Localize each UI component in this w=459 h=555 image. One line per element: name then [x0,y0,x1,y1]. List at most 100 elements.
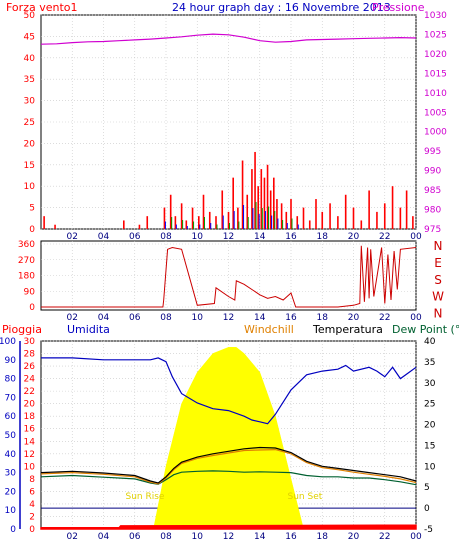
sunrise-annotation: Sun Rise [126,492,165,502]
rain-y-tick-3: 6 [29,487,35,497]
x-tick-label-1-3: 08 [160,313,172,323]
wind-y-tick-0: 0 [29,225,35,235]
pressure-y-tick-3: 990 [424,167,441,177]
wind-direction-line [41,245,417,308]
rain-y-tick-4: 8 [29,475,35,485]
dir-y-tick-1: 90 [24,287,36,297]
x-tick-label-1-2: 06 [129,313,141,323]
wind-y-tick-6: 30 [24,97,36,107]
x-tick-label-1-7: 16 [285,313,297,323]
pressure-y-tick-4: 995 [424,147,441,157]
temp-y-tick-5: 20 [424,421,436,431]
x-tick-label-2-8: 18 [317,532,329,542]
rain-y-tick-2: 4 [29,500,35,510]
wind-y-tick-4: 20 [24,139,36,149]
rain-y-tick-0: 0 [29,525,35,535]
series-layer [40,33,417,486]
x-tick-label-1-4: 10 [192,313,204,323]
x-tick-label-0-10: 22 [379,232,390,242]
x-tick-label-1-8: 18 [317,313,329,323]
wind-y-tick-3: 15 [24,161,35,171]
humidity-y-tick-5: 50 [5,431,17,441]
humidity-y-tick-8: 80 [5,375,17,385]
legend-humidity: Umidita [67,323,110,336]
humidity-y-tick-7: 70 [5,393,17,403]
legend-rain: Pioggia [2,323,42,336]
dir-y-tick-2: 180 [18,272,35,282]
temp-y-tick-6: 25 [424,400,435,410]
legend-dewpoint: Dew Point (°C [392,323,459,336]
pressure-y-tick-6: 1005 [424,108,447,118]
humidity-line [41,357,417,425]
axis-label-layer: 0510152025303540455097598098599099510001… [0,11,447,542]
x-tick-label-0-5: 12 [223,232,234,242]
humidity-y-tick-2: 20 [5,487,17,497]
humidity-y-tick-6: 60 [5,412,17,422]
x-tick-label-0-4: 10 [192,232,204,242]
wind-y-tick-10: 50 [24,11,36,21]
x-tick-label-2-6: 14 [254,532,266,542]
wind-y-tick-2: 10 [24,182,36,192]
sunset-annotation: Sun Set [288,492,323,502]
pressure-y-tick-10: 1025 [424,30,447,40]
x-tick-label-0-2: 06 [129,232,141,242]
rain-y-tick-5: 10 [24,462,36,472]
compass-label-0: N [434,239,443,253]
fill-layer [40,347,417,530]
x-tick-label-2-4: 10 [192,532,204,542]
rain-y-tick-7: 14 [24,437,36,447]
legend-temperature: Temperatura [312,323,383,336]
header-right-label: Pressione [372,1,425,14]
x-tick-label-0-1: 04 [98,232,110,242]
humidity-y-tick-10: 100 [0,337,16,347]
pressure-y-tick-11: 1030 [424,11,447,21]
pressure-y-tick-8: 1015 [424,69,447,79]
pressure-y-tick-2: 985 [424,186,441,196]
x-tick-label-0-11: 00 [410,232,422,242]
dir-y-tick-4: 360 [18,240,35,250]
rain-y-tick-10: 20 [24,400,36,410]
rain-y-tick-14: 28 [24,350,36,360]
x-tick-label-2-11: 00 [410,532,422,542]
pressure-y-tick-9: 1020 [424,50,447,60]
rain-y-tick-15: 30 [24,337,36,347]
windchill-line [40,448,417,485]
x-tick-label-2-0: 02 [67,532,78,542]
legend-windchill: Windchill [244,323,294,336]
pressure-y-tick-7: 1010 [424,89,447,99]
compass-label-1: E [434,256,442,270]
compass-label-3: W [432,290,444,304]
x-tick-label-1-6: 14 [254,313,266,323]
dir-y-tick-0: 0 [29,303,35,313]
x-tick-label-2-5: 12 [223,532,234,542]
temp-y-tick-0: -5 [424,525,433,535]
humidity-y-tick-3: 30 [5,469,17,479]
x-tick-label-1-0: 02 [67,313,78,323]
pressure-y-tick-5: 1000 [424,128,447,138]
pressure-line [40,33,417,45]
temperature-line [40,446,417,484]
wind-y-tick-9: 45 [24,32,35,42]
x-tick-label-2-3: 08 [160,532,172,542]
wind-y-tick-1: 5 [29,204,35,214]
humidity-y-tick-1: 10 [5,506,17,516]
x-tick-label-2-1: 04 [98,532,110,542]
x-tick-label-0-3: 08 [160,232,172,242]
rain-y-tick-8: 16 [24,425,36,435]
humidity-y-tick-0: 0 [10,525,16,535]
pressure-y-tick-1: 980 [424,206,441,216]
temp-y-tick-3: 10 [424,462,436,472]
compass-label-4: N [434,307,443,321]
x-tick-label-1-11: 00 [410,313,422,323]
rain-y-tick-11: 22 [24,387,35,397]
rain-y-tick-6: 12 [24,450,35,460]
temp-y-tick-9: 40 [424,337,436,347]
header-left-label: Forza vento1 [6,1,78,14]
wind-y-tick-7: 35 [24,75,35,85]
rain-y-tick-9: 18 [24,412,36,422]
x-tick-label-0-0: 02 [67,232,78,242]
pressure-y-tick-0: 975 [424,225,441,235]
dewpoint-line [40,470,417,486]
temp-y-tick-8: 35 [424,358,435,368]
